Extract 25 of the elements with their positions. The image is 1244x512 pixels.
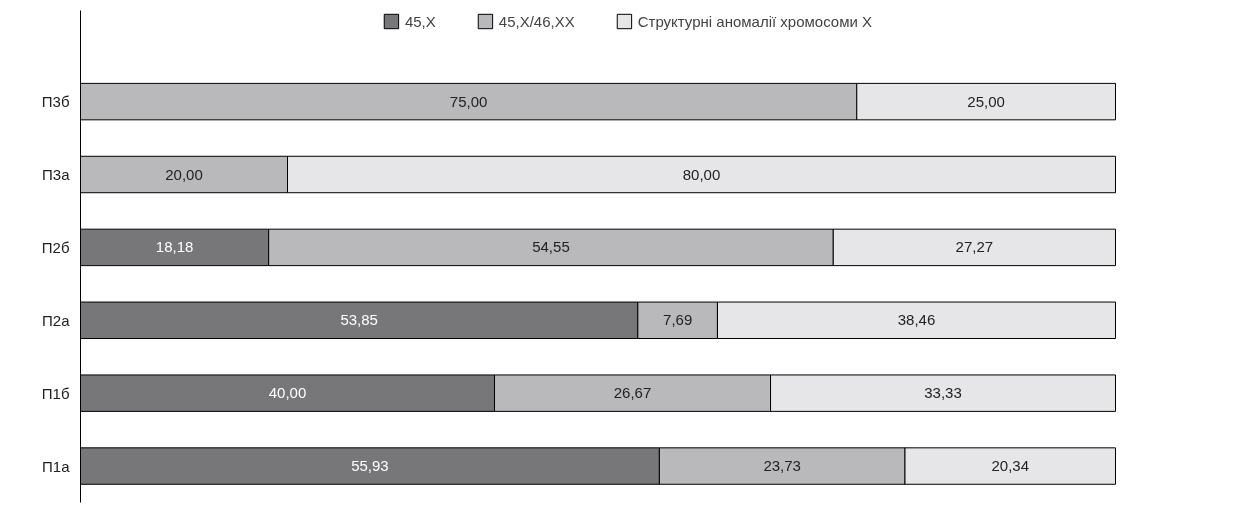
data-label: 53,85	[340, 311, 378, 329]
data-label: 80,00	[682, 165, 721, 183]
legend-label: 45,X	[404, 12, 436, 30]
y-tick-label: П3а	[42, 166, 71, 183]
y-tick-label: П2б	[41, 238, 70, 256]
data-label: 55,93	[351, 457, 389, 475]
data-label: 20,00	[165, 165, 203, 183]
legend-label: 45,X/46,XX	[498, 12, 575, 30]
y-tick-label: П1а	[42, 457, 71, 475]
data-label: 25,00	[967, 92, 1005, 110]
data-label: 18,18	[155, 238, 194, 256]
data-label: 75,00	[449, 92, 488, 110]
y-tick-label: П1б	[41, 384, 70, 402]
data-label: 26,67	[613, 384, 652, 402]
legend-label: Структурні аномалії хромосоми X	[637, 12, 873, 30]
data-label: 40,00	[268, 384, 307, 402]
data-label: 33,33	[924, 384, 962, 402]
data-label: 38,46	[897, 311, 936, 329]
data-label: 27,27	[955, 238, 994, 256]
data-label: 23,73	[763, 457, 801, 475]
data-label: 7,69	[663, 311, 693, 329]
y-tick-label: П3б	[41, 93, 70, 111]
data-label: 54,55	[532, 238, 570, 256]
y-tick-label: П2а	[42, 311, 71, 329]
data-label: 20,34	[991, 457, 1030, 475]
